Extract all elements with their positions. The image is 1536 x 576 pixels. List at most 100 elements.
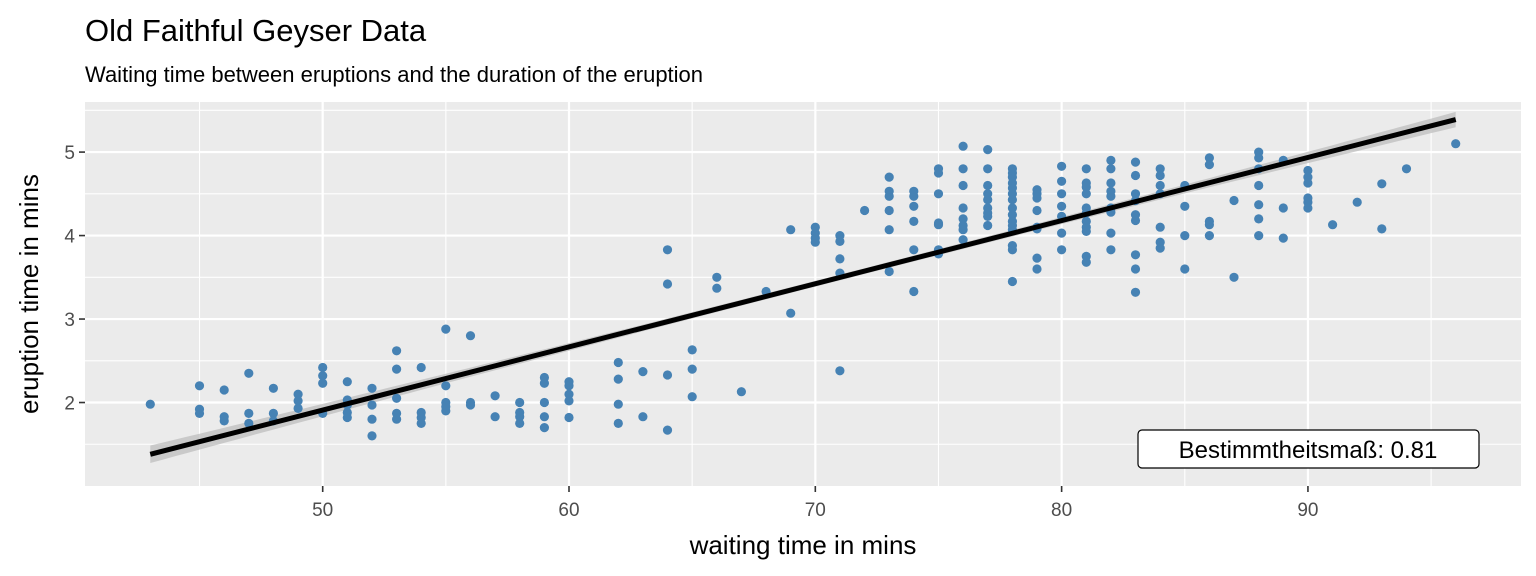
data-point (835, 236, 845, 246)
data-point (539, 397, 550, 408)
y-tick-label: 4 (64, 227, 75, 248)
data-point (1155, 180, 1165, 191)
data-point (318, 371, 328, 381)
data-point (1007, 276, 1018, 287)
data-point (1204, 231, 1214, 241)
data-point (1057, 161, 1067, 171)
data-point (662, 425, 673, 435)
data-point (515, 418, 525, 428)
data-point (244, 408, 254, 418)
data-point (1007, 195, 1018, 205)
data-point (342, 377, 352, 387)
data-point (342, 412, 352, 423)
data-point (712, 283, 722, 293)
data-point (1204, 160, 1214, 170)
data-point (1130, 250, 1141, 260)
data-point (1081, 257, 1091, 267)
data-point (613, 357, 623, 368)
data-point (219, 385, 229, 395)
data-point (1352, 197, 1362, 207)
data-point (539, 412, 550, 422)
data-point (1130, 215, 1141, 226)
data-point (983, 220, 993, 231)
data-point (1328, 220, 1338, 230)
data-point (613, 374, 623, 384)
data-point (884, 205, 894, 216)
data-point (933, 189, 944, 199)
data-point (933, 220, 944, 230)
data-points (145, 139, 1461, 441)
data-point (662, 279, 673, 289)
data-point (1377, 179, 1387, 189)
data-point (860, 205, 870, 216)
data-point (392, 393, 402, 403)
data-point (884, 225, 894, 235)
x-tick-label: 50 (312, 500, 333, 521)
data-point (244, 368, 254, 378)
data-point (736, 387, 747, 397)
data-point (1057, 245, 1067, 255)
data-point (1007, 210, 1018, 220)
data-point (515, 412, 525, 422)
data-point (1081, 164, 1091, 174)
data-point (1278, 203, 1288, 213)
data-point (1278, 233, 1288, 243)
data-point (416, 362, 426, 373)
data-point (810, 237, 820, 247)
data-point (786, 308, 796, 318)
data-point (293, 396, 303, 406)
data-point (465, 331, 476, 341)
data-point (367, 414, 377, 424)
data-point (490, 391, 500, 401)
data-point (1057, 176, 1067, 186)
data-point (367, 400, 377, 410)
data-point (465, 400, 476, 410)
data-point (712, 272, 722, 282)
data-point (367, 383, 377, 393)
data-point (244, 418, 254, 428)
data-point (933, 168, 944, 178)
data-point (392, 414, 402, 424)
data-point (1130, 287, 1141, 297)
x-tick-label: 70 (805, 500, 826, 521)
data-point (145, 399, 155, 409)
annotation-box (1137, 429, 1480, 469)
data-point (1106, 228, 1116, 238)
data-point (1254, 200, 1264, 210)
y-axis-title: eruption time in mins (14, 174, 44, 414)
data-point (884, 172, 894, 182)
data-point (958, 214, 968, 224)
data-point (268, 383, 278, 393)
data-point (318, 378, 328, 388)
x-tick-label: 90 (1297, 500, 1318, 521)
x-tick-label: 60 (558, 500, 579, 521)
data-point (958, 203, 968, 213)
data-point (194, 408, 205, 418)
data-point (1303, 178, 1313, 188)
x-axis-ticks: 50 60 70 80 90 (312, 486, 1319, 521)
data-point (983, 145, 993, 155)
data-point (1451, 139, 1461, 149)
data-point (564, 396, 574, 406)
data-point (687, 392, 697, 402)
data-point (1032, 193, 1042, 203)
data-point (1130, 170, 1141, 181)
data-point (1254, 231, 1264, 241)
data-point (1155, 222, 1165, 232)
data-point (1081, 182, 1091, 192)
data-point (1303, 165, 1313, 176)
data-point (539, 378, 550, 388)
data-point (983, 164, 993, 174)
data-point (1106, 191, 1116, 201)
x-axis-title: waiting time in mins (689, 530, 917, 560)
data-point (490, 412, 500, 422)
data-point (1401, 164, 1412, 174)
data-point (219, 416, 229, 426)
data-point (392, 364, 402, 374)
data-point (909, 286, 919, 297)
x-tick-label: 80 (1051, 500, 1072, 521)
data-point (638, 367, 648, 377)
data-point (1254, 214, 1264, 224)
data-point (1180, 201, 1190, 211)
